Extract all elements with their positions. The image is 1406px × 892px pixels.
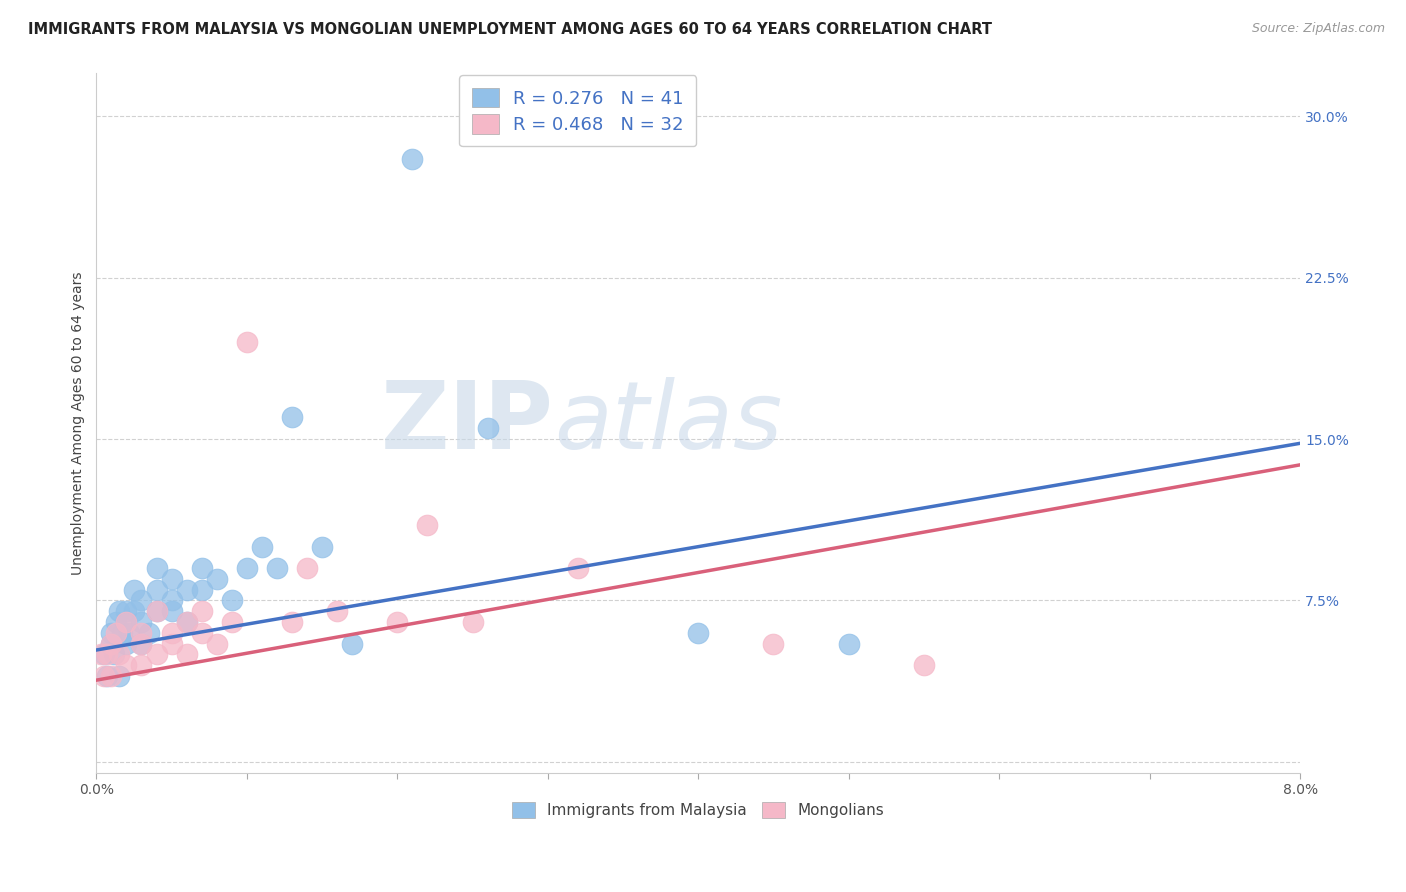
Point [108,604,131,618]
Point [115,658,138,673]
Point [160,604,183,618]
Point [103,648,125,662]
Point [104,625,127,640]
Point [115,615,138,629]
Point [100,636,122,650]
Point [145,561,167,575]
Point [122,582,145,597]
Point [100,625,122,640]
Point [190,561,212,575]
Point [96,648,118,662]
Point [281,410,304,425]
Point [762,636,785,650]
Point [145,582,167,597]
Point [145,648,167,662]
Point [176,648,198,662]
Point [104,615,127,629]
Point [221,593,243,607]
Point [160,636,183,650]
Point [145,604,167,618]
Point [295,561,318,575]
Point [122,604,145,618]
Point [145,604,167,618]
Point [236,561,259,575]
Point [281,615,304,629]
Point [205,636,228,650]
Point [340,636,363,650]
Point [477,421,499,435]
Point [567,561,589,575]
Point [138,625,160,640]
Point [236,335,259,350]
Point [205,572,228,586]
Point [190,604,212,618]
Point [416,518,439,533]
Point [190,625,212,640]
Point [176,615,198,629]
Point [131,615,153,629]
Point [90,648,112,662]
Point [326,604,349,618]
Point [108,669,131,683]
Point [387,615,409,629]
Point [176,615,198,629]
Point [108,648,131,662]
Text: ZIP: ZIP [381,376,554,469]
Point [160,572,183,586]
Point [401,152,423,166]
Text: Source: ZipAtlas.com: Source: ZipAtlas.com [1251,22,1385,36]
Point [131,593,153,607]
Point [115,636,138,650]
Point [838,636,860,650]
Legend: Immigrants from Malaysia, Mongolians: Immigrants from Malaysia, Mongolians [506,797,890,824]
Point [131,658,153,673]
Point [266,561,288,575]
Point [688,625,710,640]
Point [190,582,212,597]
Text: atlas: atlas [554,377,782,468]
Point [131,625,153,640]
Point [131,636,153,650]
Point [100,669,122,683]
Point [115,615,138,629]
Point [131,636,153,650]
Point [118,625,141,640]
Point [221,615,243,629]
Point [115,604,138,618]
Point [176,582,198,597]
Point [250,540,273,554]
Point [912,658,935,673]
Point [160,593,183,607]
Point [93,669,115,683]
Point [111,625,134,640]
Text: IMMIGRANTS FROM MALAYSIA VS MONGOLIAN UNEMPLOYMENT AMONG AGES 60 TO 64 YEARS COR: IMMIGRANTS FROM MALAYSIA VS MONGOLIAN UN… [28,22,993,37]
Point [93,648,115,662]
Point [461,615,484,629]
Point [311,540,333,554]
Point [96,669,118,683]
Point [160,625,183,640]
Point [100,636,122,650]
Y-axis label: Unemployment Among Ages 60 to 64 years: Unemployment Among Ages 60 to 64 years [72,271,86,574]
